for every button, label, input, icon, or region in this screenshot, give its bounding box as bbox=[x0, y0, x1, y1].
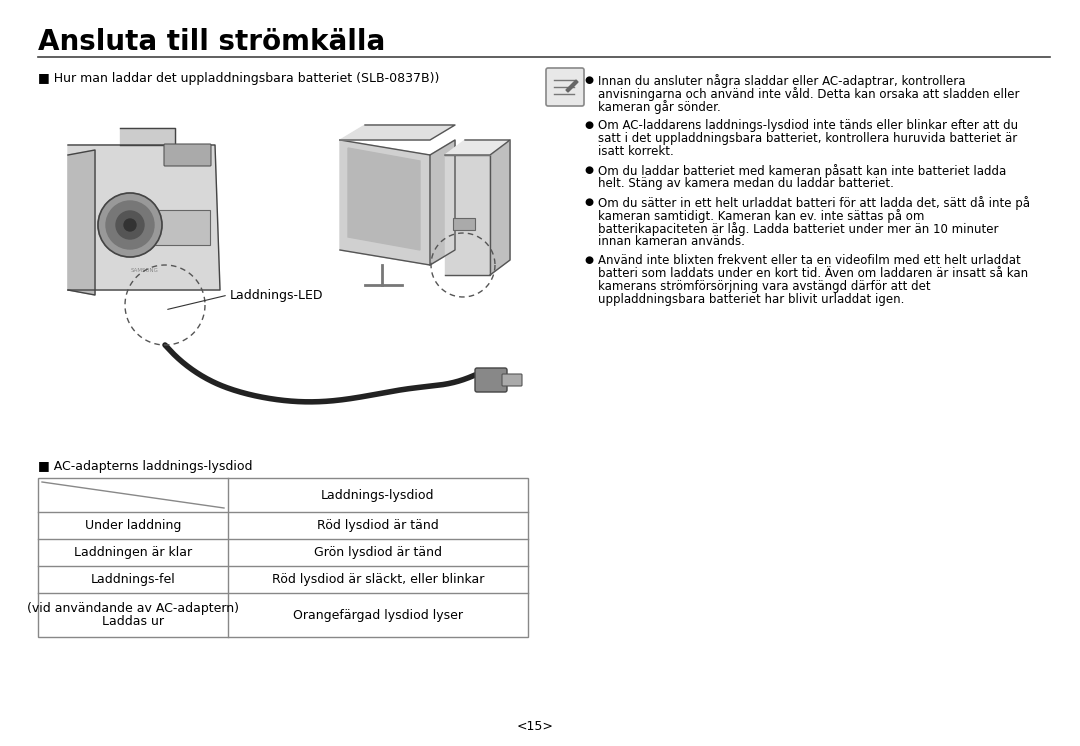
Text: isatt korrekt.: isatt korrekt. bbox=[598, 145, 674, 158]
Text: SAMSUNG: SAMSUNG bbox=[131, 268, 159, 272]
Text: kamerans strömförsörjning vara avstängd därför att det: kamerans strömförsörjning vara avstängd … bbox=[598, 280, 931, 293]
Text: Laddnings-LED: Laddnings-LED bbox=[230, 289, 324, 301]
Text: ●: ● bbox=[584, 120, 593, 130]
Text: Röd lysdiod är släckt, eller blinkar: Röd lysdiod är släckt, eller blinkar bbox=[272, 573, 484, 586]
Polygon shape bbox=[566, 80, 578, 92]
Polygon shape bbox=[490, 140, 510, 275]
Bar bbox=[38, 478, 528, 637]
Text: Laddnings-lysdiod: Laddnings-lysdiod bbox=[321, 489, 435, 501]
Circle shape bbox=[116, 211, 144, 239]
Text: anvisningarna och använd inte våld. Detta kan orsaka att sladden eller: anvisningarna och använd inte våld. Dett… bbox=[598, 87, 1020, 101]
Polygon shape bbox=[120, 128, 175, 145]
Text: ●: ● bbox=[584, 255, 593, 265]
FancyBboxPatch shape bbox=[453, 218, 475, 230]
Circle shape bbox=[124, 219, 136, 231]
Text: kameran samtidigt. Kameran kan ev. inte sättas på om: kameran samtidigt. Kameran kan ev. inte … bbox=[598, 209, 924, 223]
Text: helt. Stäng av kamera medan du laddar batteriet.: helt. Stäng av kamera medan du laddar ba… bbox=[598, 177, 894, 190]
Text: Om du sätter in ett helt urladdat batteri för att ladda det, sätt då inte på: Om du sätter in ett helt urladdat batter… bbox=[598, 196, 1030, 210]
Text: Laddas ur: Laddas ur bbox=[102, 615, 164, 628]
Text: batterikapaciteten är låg. Ladda batteriet under mer än 10 minuter: batterikapaciteten är låg. Ladda batteri… bbox=[598, 222, 999, 236]
Text: ●: ● bbox=[584, 75, 593, 85]
Text: Laddningen är klar: Laddningen är klar bbox=[73, 546, 192, 559]
Circle shape bbox=[106, 201, 154, 249]
Text: Laddnings-fel: Laddnings-fel bbox=[91, 573, 175, 586]
Text: <15>: <15> bbox=[516, 719, 553, 733]
FancyBboxPatch shape bbox=[546, 68, 584, 106]
Polygon shape bbox=[340, 125, 455, 140]
Text: Under laddning: Under laddning bbox=[85, 519, 181, 532]
Text: Om du laddar batteriet med kameran påsatt kan inte batteriet ladda: Om du laddar batteriet med kameran påsat… bbox=[598, 164, 1007, 178]
Text: Grön lysdiod är tänd: Grön lysdiod är tänd bbox=[314, 546, 442, 559]
Polygon shape bbox=[340, 140, 430, 265]
Text: Använd inte blixten frekvent eller ta en videofilm med ett helt urladdat: Använd inte blixten frekvent eller ta en… bbox=[598, 254, 1021, 267]
Text: Ansluta till strömkälla: Ansluta till strömkälla bbox=[38, 28, 386, 56]
Text: satt i det uppladdningsbara batteriet, kontrollera huruvida batteriet är: satt i det uppladdningsbara batteriet, k… bbox=[598, 132, 1017, 145]
FancyBboxPatch shape bbox=[164, 144, 211, 166]
Text: ●: ● bbox=[584, 165, 593, 175]
Text: ■ AC-adapterns laddnings-lysdiod: ■ AC-adapterns laddnings-lysdiod bbox=[38, 460, 253, 473]
Polygon shape bbox=[68, 145, 220, 290]
Text: Röd lysdiod är tänd: Röd lysdiod är tänd bbox=[318, 519, 438, 532]
Text: Orangefärgad lysdiod lyser: Orangefärgad lysdiod lyser bbox=[293, 609, 463, 621]
Text: kameran går sönder.: kameran går sönder. bbox=[598, 100, 720, 114]
FancyBboxPatch shape bbox=[156, 210, 210, 245]
FancyBboxPatch shape bbox=[475, 368, 507, 392]
Polygon shape bbox=[445, 140, 510, 155]
Polygon shape bbox=[348, 148, 420, 250]
Text: Innan du ansluter några sladdar eller AC-adaptrar, kontrollera: Innan du ansluter några sladdar eller AC… bbox=[598, 74, 966, 88]
Text: ●: ● bbox=[584, 197, 593, 207]
Text: Om AC-laddarens laddnings-lysdiod inte tänds eller blinkar efter att du: Om AC-laddarens laddnings-lysdiod inte t… bbox=[598, 119, 1018, 132]
Text: (vid användande av AC-adaptern): (vid användande av AC-adaptern) bbox=[27, 602, 239, 615]
Text: uppladdningsbara batteriet har blivit urladdat igen.: uppladdningsbara batteriet har blivit ur… bbox=[598, 293, 904, 306]
Polygon shape bbox=[430, 140, 455, 265]
Text: innan kameran används.: innan kameran används. bbox=[598, 235, 745, 248]
Polygon shape bbox=[445, 155, 490, 275]
Polygon shape bbox=[68, 150, 95, 295]
Circle shape bbox=[98, 193, 162, 257]
Text: batteri som laddats under en kort tid. Även om laddaren är insatt så kan: batteri som laddats under en kort tid. Ä… bbox=[598, 267, 1028, 280]
Text: ■ Hur man laddar det uppladdningsbara batteriet (SLB-0837B)): ■ Hur man laddar det uppladdningsbara ba… bbox=[38, 72, 440, 85]
FancyBboxPatch shape bbox=[502, 374, 522, 386]
